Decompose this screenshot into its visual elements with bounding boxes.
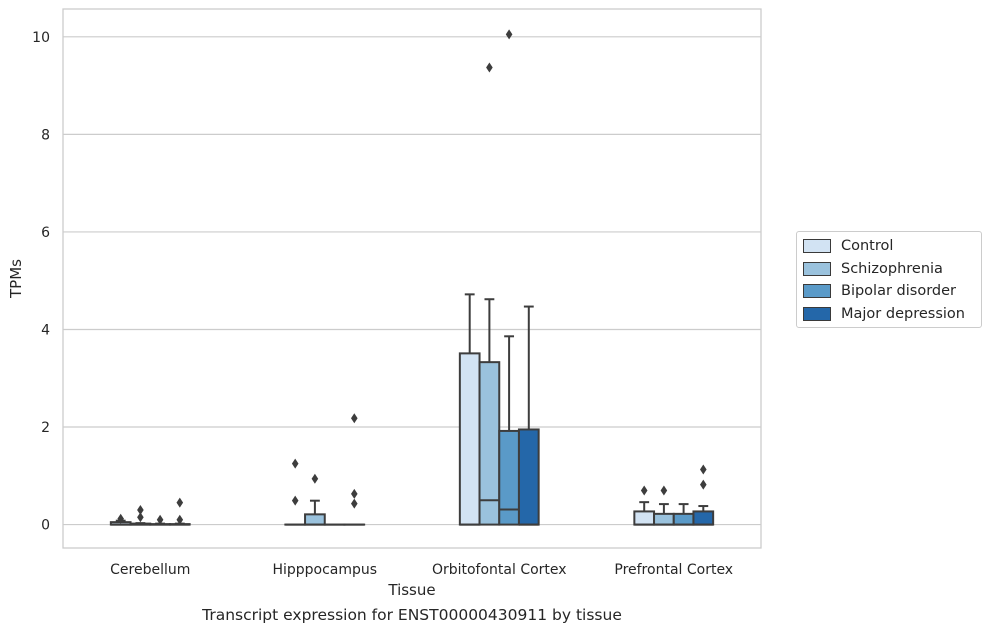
outlier-point xyxy=(700,464,707,475)
box-body xyxy=(633,510,656,526)
legend-item: Schizophrenia xyxy=(803,258,975,281)
legend-swatch xyxy=(803,306,831,321)
y-tick-label: 4 xyxy=(41,322,50,338)
x-tick-labels: Cerebellum Hipppocampus Orbitofontal Corte… xyxy=(110,562,733,578)
outlier-point xyxy=(176,497,184,508)
outlier-point xyxy=(176,514,184,525)
legend-label: Schizophrenia xyxy=(841,260,943,277)
box-body xyxy=(672,512,695,526)
legend: Control Schizophrenia Bipolar disorder Majo… xyxy=(796,231,982,328)
x-tick-label: Cerebellum xyxy=(110,562,190,578)
box xyxy=(304,473,326,526)
outlier-point xyxy=(351,498,358,509)
outlier-point xyxy=(137,512,144,523)
box xyxy=(517,305,540,526)
y-tick-label: 6 xyxy=(41,225,50,241)
y-axis-label: TPMs xyxy=(7,259,25,299)
box xyxy=(478,62,501,526)
box-body xyxy=(498,429,520,526)
legend-label: Control xyxy=(841,238,894,255)
box xyxy=(343,413,366,526)
box xyxy=(168,497,191,526)
legend-swatch xyxy=(803,284,831,299)
y-tick-label: 8 xyxy=(41,127,50,143)
outlier-point xyxy=(486,62,493,73)
box-body xyxy=(517,428,540,526)
outlier-point xyxy=(351,488,358,499)
y-tick-label: 0 xyxy=(41,518,50,534)
legend-label: Bipolar disorder xyxy=(841,283,956,300)
box xyxy=(633,485,656,526)
box xyxy=(692,464,715,526)
box xyxy=(458,293,481,526)
box-layer xyxy=(109,29,715,526)
box xyxy=(498,29,520,526)
y-tick-labels: 0 2 4 6 8 10 xyxy=(32,30,50,534)
legend-item: Control xyxy=(803,235,975,258)
outlier-point xyxy=(291,458,299,469)
outlier-point xyxy=(137,504,144,515)
x-tick-label: Orbitofontal Cortex xyxy=(432,562,567,578)
box-body xyxy=(692,510,715,526)
box xyxy=(149,514,171,526)
outlier-point xyxy=(311,473,319,484)
box xyxy=(129,504,152,526)
y-tick-label: 10 xyxy=(32,30,50,46)
legend-label: Major depression xyxy=(841,305,965,322)
x-tick-label: Hipppocampus xyxy=(272,562,377,578)
x-axis-label: Tissue xyxy=(387,581,435,599)
legend-item: Bipolar disorder xyxy=(803,280,975,303)
box-body xyxy=(304,513,326,526)
y-tick-label: 2 xyxy=(41,420,50,436)
outlier-point xyxy=(700,479,707,490)
box xyxy=(653,485,675,526)
grid-lines xyxy=(63,36,761,526)
box-body xyxy=(458,352,481,526)
legend-swatch xyxy=(803,261,831,276)
box xyxy=(284,458,307,526)
outlier-point xyxy=(117,513,124,524)
legend-item: Major depression xyxy=(803,303,975,326)
outlier-point xyxy=(156,514,164,525)
box xyxy=(672,503,695,526)
outlier-point xyxy=(640,485,648,496)
box-body xyxy=(653,512,675,526)
outlier-point xyxy=(351,413,358,424)
x-tick-label: Prefrontal Cortex xyxy=(614,562,733,578)
chart-caption: Transcript expression for ENST0000043091… xyxy=(202,606,622,624)
outlier-point xyxy=(291,495,299,506)
plot-frame xyxy=(62,8,762,549)
outlier-point xyxy=(505,29,513,40)
outlier-point xyxy=(660,485,668,496)
legend-swatch xyxy=(803,239,831,254)
box xyxy=(109,513,132,526)
